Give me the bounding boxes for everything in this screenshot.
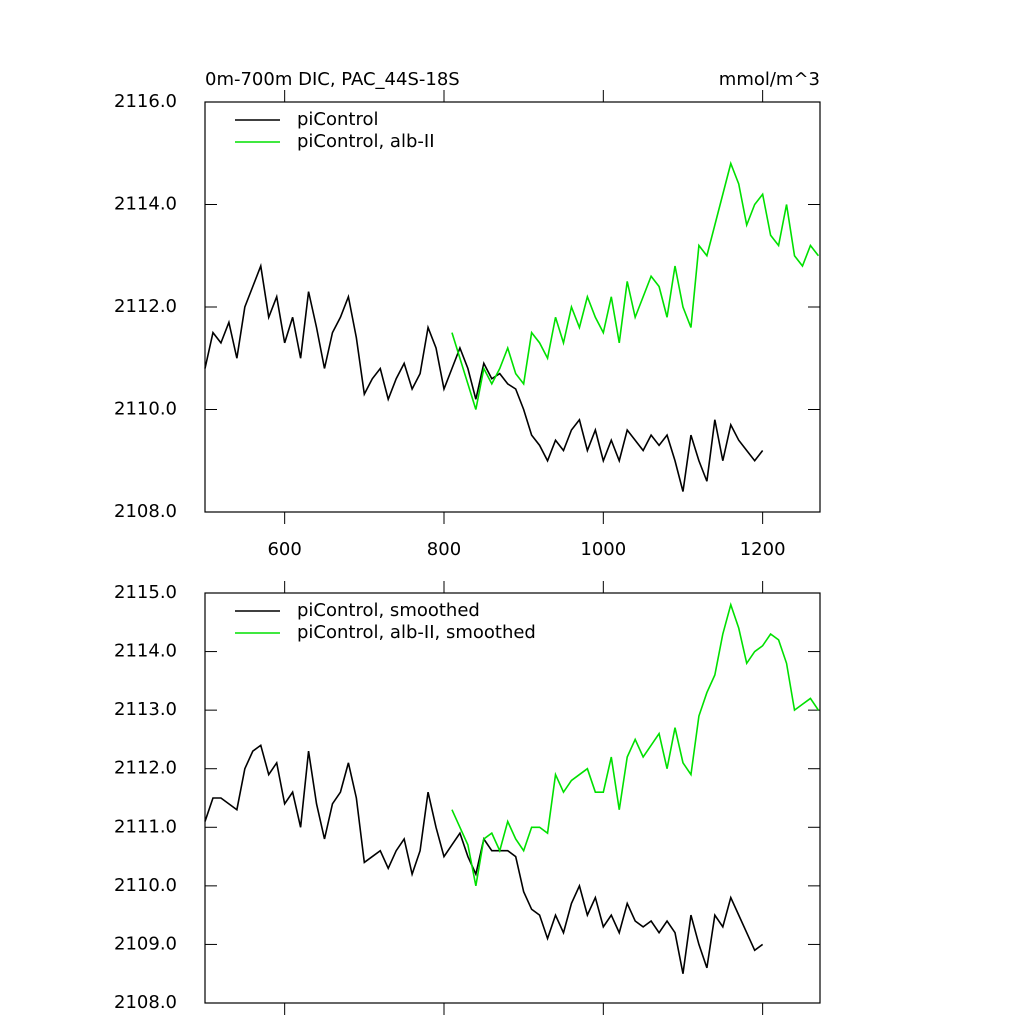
y-tick-label: 2108.0 xyxy=(114,992,177,1013)
x-tick-label: 800 xyxy=(427,539,461,560)
y-tick-label: 2110.0 xyxy=(114,875,177,896)
x-tick-label: 600 xyxy=(267,539,301,560)
x-tick-label: 1000 xyxy=(580,539,626,560)
chart-title: 0m-700m DIC, PAC_44S-18S xyxy=(205,69,460,90)
y-tick-label: 2111.0 xyxy=(114,816,177,837)
data-line xyxy=(204,743,764,974)
plot-frame xyxy=(204,101,821,513)
y-tick-label: 2114.0 xyxy=(114,194,177,215)
y-tick-label: 2108.0 xyxy=(114,501,177,522)
legend-label: piControl, alb-II, smoothed xyxy=(297,622,536,643)
y-tick-label: 2114.0 xyxy=(114,641,177,662)
legend-label: piControl, smoothed xyxy=(297,600,480,621)
data-line xyxy=(451,601,820,887)
y-tick-label: 2116.0 xyxy=(114,91,177,112)
legend-label: piControl xyxy=(297,109,379,130)
y-tick-label: 2109.0 xyxy=(114,933,177,954)
legend-label: piControl, alb-II xyxy=(297,131,435,152)
y-tick-label: 2113.0 xyxy=(114,699,177,720)
x-tick-label: 1200 xyxy=(740,539,786,560)
units-label: mmol/m^3 xyxy=(719,69,820,90)
y-tick-label: 2112.0 xyxy=(114,758,177,779)
data-line xyxy=(204,262,764,492)
data-line xyxy=(451,160,820,410)
y-tick-label: 2115.0 xyxy=(114,582,177,603)
plot-frame xyxy=(204,592,821,1004)
y-tick-label: 2110.0 xyxy=(114,399,177,420)
y-tick-label: 2112.0 xyxy=(114,296,177,317)
